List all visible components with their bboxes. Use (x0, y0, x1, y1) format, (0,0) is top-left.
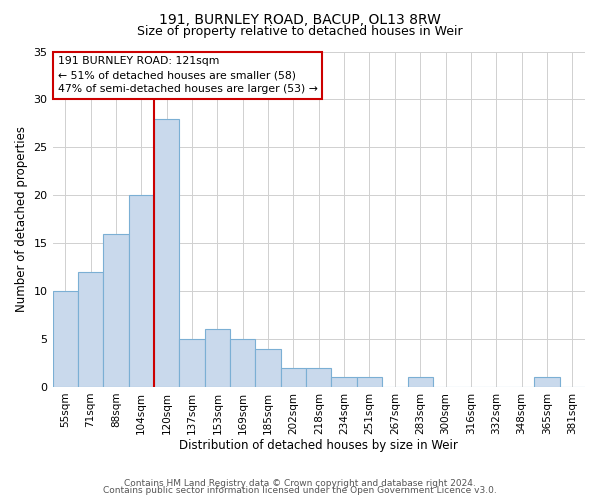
Bar (205, 330, 230, 387)
Bar (256, 348, 281, 387)
Bar (230, 339, 256, 387)
Text: 191, BURNLEY ROAD, BACUP, OL13 8RW: 191, BURNLEY ROAD, BACUP, OL13 8RW (159, 12, 441, 26)
Bar (103, 234, 128, 387)
Bar (357, 378, 382, 387)
Bar (53, 291, 78, 387)
Bar (128, 196, 154, 387)
Bar (78, 272, 103, 387)
Y-axis label: Number of detached properties: Number of detached properties (15, 126, 28, 312)
Text: Contains HM Land Registry data © Crown copyright and database right 2024.: Contains HM Land Registry data © Crown c… (124, 478, 476, 488)
Text: Size of property relative to detached houses in Weir: Size of property relative to detached ho… (137, 25, 463, 38)
Bar (179, 339, 205, 387)
Bar (281, 368, 306, 387)
Bar (407, 378, 433, 387)
Bar (534, 378, 560, 387)
Bar (306, 368, 331, 387)
Text: Contains public sector information licensed under the Open Government Licence v3: Contains public sector information licen… (103, 486, 497, 495)
Text: 191 BURNLEY ROAD: 121sqm
← 51% of detached houses are smaller (58)
47% of semi-d: 191 BURNLEY ROAD: 121sqm ← 51% of detach… (58, 56, 317, 94)
X-axis label: Distribution of detached houses by size in Weir: Distribution of detached houses by size … (179, 440, 458, 452)
Bar (154, 118, 179, 387)
Bar (331, 378, 357, 387)
